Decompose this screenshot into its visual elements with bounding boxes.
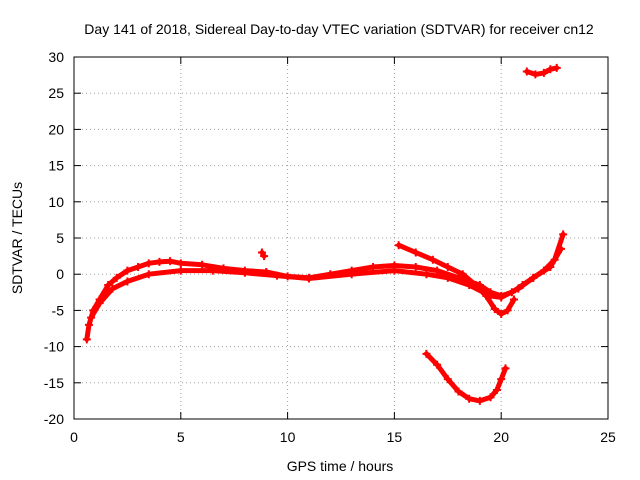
data-point bbox=[394, 241, 403, 250]
data-point bbox=[369, 262, 378, 271]
y-tick-label: 5 bbox=[56, 230, 64, 246]
y-tick-label: -20 bbox=[44, 411, 64, 427]
data-point bbox=[497, 375, 506, 384]
data-point bbox=[87, 313, 96, 322]
data-point bbox=[522, 67, 531, 76]
data-point bbox=[433, 266, 442, 275]
series-track-6 bbox=[257, 248, 269, 261]
data-point bbox=[514, 284, 523, 293]
data-point bbox=[134, 262, 143, 271]
data-point bbox=[144, 270, 153, 279]
chart-title: Day 141 of 2018, Sidereal Day-to-day VTE… bbox=[84, 21, 594, 37]
data-point bbox=[454, 387, 463, 396]
data-point bbox=[557, 244, 566, 253]
data-point bbox=[443, 375, 452, 384]
y-tick-label: 15 bbox=[48, 158, 64, 174]
x-tick-label: 10 bbox=[280, 429, 296, 445]
series-track-1 bbox=[82, 230, 568, 344]
data-point bbox=[433, 360, 442, 369]
data-point bbox=[510, 295, 519, 304]
data-point bbox=[492, 386, 501, 395]
series-track-2 bbox=[87, 244, 566, 322]
grid bbox=[74, 57, 608, 419]
series-track-3 bbox=[394, 241, 519, 319]
data-point bbox=[95, 299, 104, 308]
y-tick-label: 20 bbox=[48, 121, 64, 137]
data-point bbox=[422, 349, 431, 358]
data-point bbox=[546, 262, 555, 271]
data-point bbox=[458, 270, 467, 279]
data-point bbox=[428, 255, 437, 264]
data-point bbox=[497, 310, 506, 319]
data-point bbox=[208, 266, 217, 275]
data-point bbox=[112, 273, 121, 282]
x-axis-label: GPS time / hours bbox=[287, 458, 394, 474]
data-point bbox=[552, 63, 561, 72]
data-point bbox=[465, 394, 474, 403]
data-point bbox=[155, 257, 164, 266]
y-tick-label: -15 bbox=[44, 375, 64, 391]
data-point bbox=[108, 284, 117, 293]
x-tick-label: 5 bbox=[177, 429, 185, 445]
data-point bbox=[482, 291, 491, 300]
data-point bbox=[176, 266, 185, 275]
y-tick-label: 0 bbox=[56, 266, 64, 282]
series-track-5 bbox=[522, 63, 561, 79]
data-point bbox=[411, 248, 420, 257]
data-point bbox=[486, 393, 495, 402]
series-line bbox=[84, 231, 566, 342]
x-tick-label: 0 bbox=[70, 429, 78, 445]
series-layer bbox=[82, 63, 568, 405]
series-line bbox=[88, 246, 564, 321]
data-point bbox=[390, 266, 399, 275]
series-track-4 bbox=[422, 349, 510, 405]
data-point bbox=[497, 293, 506, 302]
data-point bbox=[443, 262, 452, 271]
data-point bbox=[272, 271, 281, 280]
data-point bbox=[82, 335, 91, 344]
data-point bbox=[411, 262, 420, 271]
data-point bbox=[546, 65, 555, 74]
data-point bbox=[443, 273, 452, 282]
data-point bbox=[347, 270, 356, 279]
data-point bbox=[501, 364, 510, 373]
y-tick-label: 25 bbox=[48, 85, 64, 101]
data-point bbox=[123, 277, 132, 286]
data-point bbox=[490, 304, 499, 313]
data-point bbox=[422, 270, 431, 279]
ticks: 0 5 10 15 20 25 -20 -15 -10 -5 0 5 10 15 20 25 30 bbox=[44, 49, 616, 445]
x-tick-label: 20 bbox=[493, 429, 509, 445]
series-line bbox=[423, 351, 508, 404]
data-point bbox=[304, 274, 313, 283]
data-point bbox=[471, 281, 480, 290]
y-tick-label: 30 bbox=[48, 49, 64, 65]
data-point bbox=[198, 260, 207, 269]
data-point bbox=[503, 306, 512, 315]
data-point bbox=[539, 68, 548, 77]
x-tick-label: 25 bbox=[600, 429, 616, 445]
data-point bbox=[84, 320, 93, 329]
data-point bbox=[240, 268, 249, 277]
data-point bbox=[123, 266, 132, 275]
x-tick-label: 15 bbox=[387, 429, 403, 445]
data-point bbox=[559, 230, 568, 239]
data-point bbox=[529, 273, 538, 282]
data-point bbox=[166, 257, 175, 266]
y-tick-label: -5 bbox=[52, 302, 65, 318]
data-point bbox=[475, 396, 484, 405]
y-tick-label: 10 bbox=[48, 194, 64, 210]
data-point bbox=[176, 259, 185, 268]
data-point bbox=[104, 281, 113, 290]
data-point bbox=[144, 259, 153, 268]
y-axis-label: SDTVAR / TECUs bbox=[9, 182, 25, 294]
data-point bbox=[260, 252, 269, 261]
data-point bbox=[531, 70, 540, 79]
y-tick-label: -10 bbox=[44, 339, 64, 355]
